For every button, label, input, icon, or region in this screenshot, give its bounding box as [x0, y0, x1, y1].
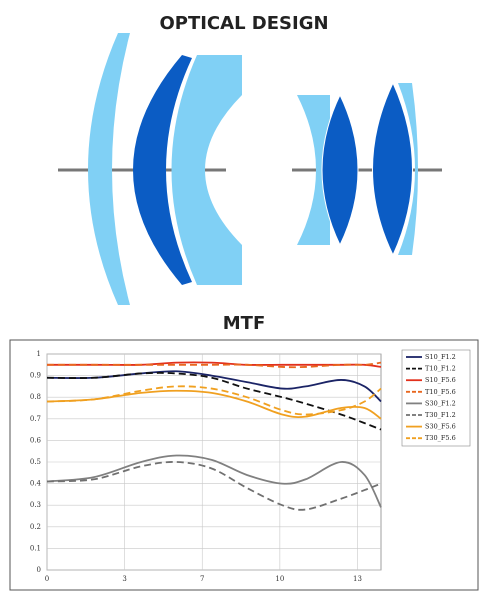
y-tick-label: 0.8 [30, 393, 41, 401]
lens [372, 81, 413, 257]
x-tick-label: 3 [122, 575, 126, 583]
chart-frame [9, 339, 479, 591]
lens [398, 83, 418, 255]
series-line [47, 361, 382, 369]
y-tick-label: 0.5 [30, 458, 41, 466]
series-line [46, 385, 382, 416]
legend-label: T30_F1.2 [425, 411, 456, 419]
series-line [46, 461, 382, 511]
y-tick-label: 0.4 [30, 480, 42, 488]
optical-diagram [58, 33, 442, 305]
legend-label: S30_F5.6 [425, 423, 456, 431]
lens [321, 93, 359, 247]
chart-title: MTF [223, 313, 266, 334]
y-tick-label: 0.7 [30, 415, 41, 423]
x-tick-label: 7 [200, 575, 204, 583]
legend-label: T10_F1.2 [425, 365, 456, 373]
y-tick-label: 0 [37, 566, 41, 574]
lens [133, 55, 192, 285]
y-tick-label: 0.9 [30, 372, 41, 380]
series-line [46, 454, 382, 508]
y-tick-label: 0.1 [30, 544, 41, 552]
y-tick-label: 1 [37, 350, 41, 358]
legend-label: T10_F5.6 [425, 388, 456, 396]
series-line [46, 372, 382, 431]
legend-label: S10_F1.2 [425, 353, 456, 361]
y-tick-label: 0.2 [30, 523, 41, 531]
series-line [46, 389, 382, 420]
legend-label: S30_F1.2 [425, 399, 456, 407]
legend-label: S10_F5.6 [425, 376, 456, 384]
y-tick-label: 0.6 [30, 436, 42, 444]
legend-box [401, 349, 471, 447]
x-tick-label: 13 [353, 575, 362, 583]
lens [171, 55, 242, 285]
lens [88, 33, 130, 305]
x-tick-label: 0 [45, 575, 49, 583]
lens [297, 95, 330, 245]
legend-label: T30_F5.6 [425, 434, 456, 442]
x-tick-label: 10 [275, 575, 284, 583]
optical-title: OPTICAL DESIGN [159, 13, 328, 34]
y-tick-label: 0.3 [30, 501, 41, 509]
